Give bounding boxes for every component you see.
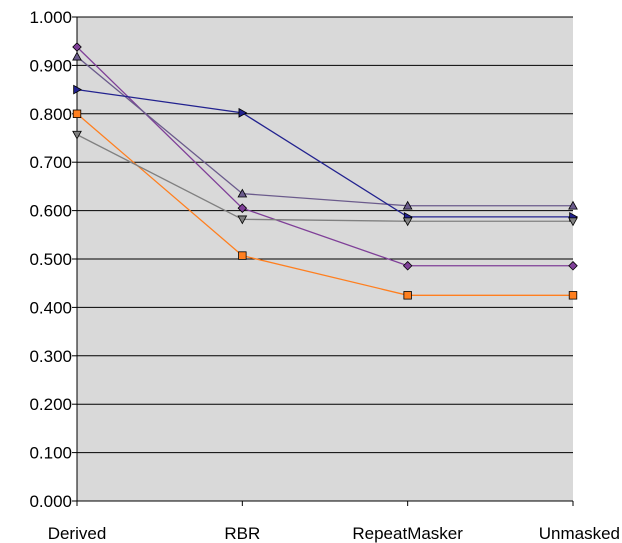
x-tick-label: RBR: [224, 524, 260, 543]
x-tick-label: RepeatMasker: [352, 524, 463, 543]
y-tick-label: 0.200: [29, 395, 72, 414]
series-line-4: [76, 113, 573, 296]
data-point: [568, 200, 578, 210]
y-tick-label: 0.000: [29, 492, 72, 511]
data-point: [72, 51, 82, 61]
data-point: [73, 84, 83, 95]
data-point: [237, 203, 248, 213]
series-line-2: [76, 56, 573, 207]
data-point: [402, 217, 413, 227]
y-tick-label: 0.700: [29, 153, 72, 172]
data-point: [237, 188, 248, 198]
x-tick-label: Derived: [48, 524, 107, 543]
data-point: [568, 291, 578, 300]
y-tick-label: 0.800: [29, 105, 72, 124]
data-point: [238, 107, 248, 118]
y-tick-label: 0.600: [29, 202, 72, 221]
series-line-5: [76, 134, 573, 222]
data-point: [237, 215, 248, 225]
data-point: [402, 200, 413, 210]
series-line-1: [76, 46, 573, 267]
data-point: [568, 217, 578, 227]
data-point: [403, 291, 412, 300]
x-tick-label: Unmasked: [539, 524, 620, 543]
data-point: [72, 130, 82, 140]
data-point: [72, 42, 82, 52]
y-tick-label: 0.900: [29, 56, 72, 75]
data-point: [402, 261, 413, 271]
data-point: [238, 251, 247, 260]
data-point: [568, 261, 578, 271]
data-point: [72, 109, 82, 118]
y-tick-label: 0.400: [29, 298, 72, 317]
y-tick-label: 0.100: [29, 444, 72, 463]
y-tick-label: 1.000: [29, 8, 72, 27]
y-tick-label: 0.300: [29, 347, 72, 366]
series-line-3: [76, 88, 573, 218]
y-tick-label: 0.500: [29, 250, 72, 269]
